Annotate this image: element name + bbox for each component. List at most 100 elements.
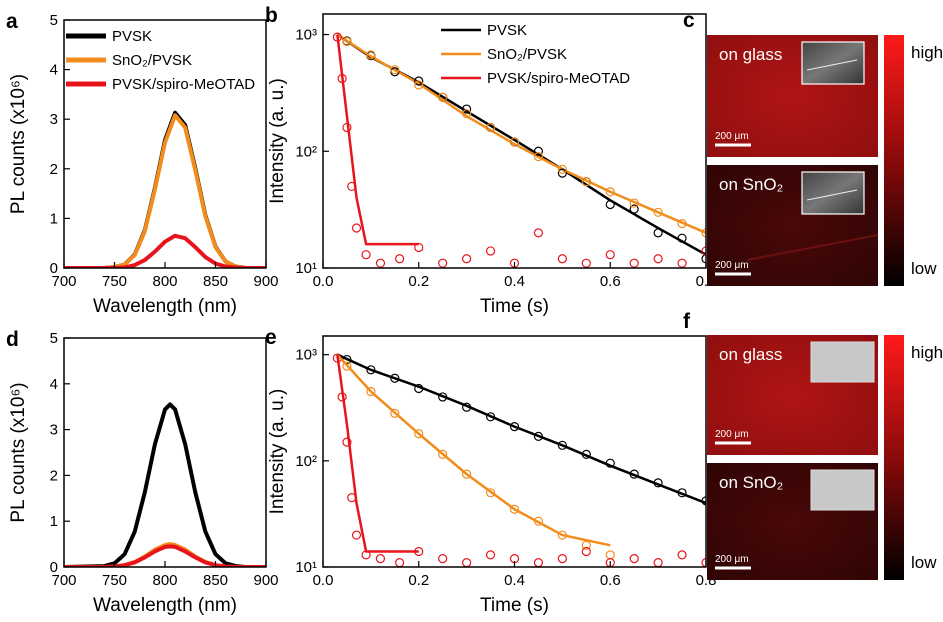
data-point <box>342 122 352 133</box>
fit-line <box>336 34 419 246</box>
data-point <box>395 558 405 567</box>
data-point <box>390 373 400 383</box>
y-tick-label: 10² <box>295 143 317 160</box>
legend-label: PVSK <box>487 22 527 39</box>
data-point <box>533 228 544 238</box>
data-point <box>332 32 342 42</box>
data-point <box>337 73 347 84</box>
data-point <box>351 530 362 540</box>
x-tick-label: 0.2 <box>408 273 429 290</box>
data-point <box>629 198 639 208</box>
data-point <box>361 250 371 260</box>
x-tick-label: 0.2 <box>408 572 429 589</box>
x-tick-label: 900 <box>253 572 278 589</box>
data-point <box>677 258 687 268</box>
image-label: on SnO₂ <box>719 175 783 194</box>
colorbar-high: high <box>911 43 943 62</box>
data-point <box>701 254 706 264</box>
data-point <box>342 361 352 371</box>
data-point <box>342 37 352 47</box>
y-axis-title: PL counts (x10⁶) <box>8 74 29 214</box>
plot-area <box>332 353 706 567</box>
data-point <box>557 254 567 264</box>
data-point <box>653 558 663 567</box>
image-label: on glass <box>719 345 782 364</box>
data-point <box>701 558 706 567</box>
data-point <box>462 104 472 114</box>
x-tick-label: 0.0 <box>313 572 334 589</box>
data-point <box>581 176 591 187</box>
data-point <box>390 65 400 75</box>
scale-bar-label: 200 μm <box>715 554 749 565</box>
data-point <box>366 386 376 397</box>
data-point <box>629 204 639 214</box>
panel-label: f <box>683 310 691 333</box>
inset <box>810 341 875 383</box>
x-tick-label: 800 <box>152 273 177 290</box>
colorbar <box>884 35 904 286</box>
data-point <box>462 558 472 567</box>
data-point <box>366 50 376 60</box>
panel-label: e <box>265 326 277 349</box>
y-tick-label: 10³ <box>295 27 317 44</box>
panel-label: d <box>6 328 19 351</box>
x-tick-label: 700 <box>51 572 76 589</box>
data-point <box>462 109 472 119</box>
image-label: on SnO₂ <box>719 473 783 492</box>
x-tick-label: 750 <box>102 572 127 589</box>
data-point <box>653 207 663 217</box>
inset <box>801 41 865 85</box>
y-tick-label: 4 <box>50 376 58 393</box>
data-point <box>533 558 544 567</box>
data-point <box>390 408 400 418</box>
data-point <box>533 146 544 156</box>
y-tick-label: 10¹ <box>295 559 317 576</box>
data-point <box>629 258 639 268</box>
data-point <box>438 92 448 102</box>
data-point <box>366 365 376 375</box>
data-point <box>438 449 448 460</box>
y-axis-title: Intensity (a. u.) <box>267 389 288 515</box>
data-point <box>701 228 706 238</box>
y-axis-title: PL counts (x10⁶) <box>8 382 29 522</box>
data-point <box>605 250 615 260</box>
plot-area <box>64 110 266 268</box>
x-tick-label: 0.0 <box>313 273 334 290</box>
fit-line <box>336 353 706 505</box>
x-axis-title: Time (s) <box>480 296 549 317</box>
data-point <box>509 137 520 147</box>
colorbar-low: low <box>911 553 937 572</box>
y-tick-label: 1 <box>50 210 58 227</box>
fit-line <box>336 353 611 547</box>
data-point <box>701 246 706 256</box>
x-tick-label: 0.4 <box>504 572 525 589</box>
colorbar-high: high <box>911 343 943 362</box>
data-point <box>462 469 472 479</box>
x-tick-label: 850 <box>203 572 228 589</box>
data-point <box>485 550 496 560</box>
data-point <box>485 122 496 133</box>
x-tick-label: 900 <box>253 273 278 290</box>
data-point <box>485 488 496 498</box>
data-point <box>533 152 544 162</box>
scale-bar-label: 200 μm <box>715 131 749 142</box>
image-label: on glass <box>719 45 782 64</box>
data-point <box>414 80 424 90</box>
fit-line <box>336 354 419 553</box>
plot-frame <box>322 335 707 568</box>
x-tick-label: 0.4 <box>504 273 525 290</box>
plot-frame <box>63 337 267 568</box>
x-tick-label: 0.6 <box>600 273 621 290</box>
y-tick-label: 2 <box>50 467 58 484</box>
data-point <box>557 553 567 564</box>
y-axis-title: Intensity (a. u.) <box>267 78 288 204</box>
grain-boundary <box>746 234 879 261</box>
y-tick-label: 5 <box>50 12 58 29</box>
data-point <box>557 168 567 178</box>
x-tick-label: 700 <box>51 273 76 290</box>
y-tick-label: 5 <box>50 330 58 347</box>
legend-label: SnO₂/PVSK <box>112 52 192 69</box>
x-axis-title: Wavelength (nm) <box>93 296 237 317</box>
x-axis-title: Time (s) <box>480 595 549 616</box>
